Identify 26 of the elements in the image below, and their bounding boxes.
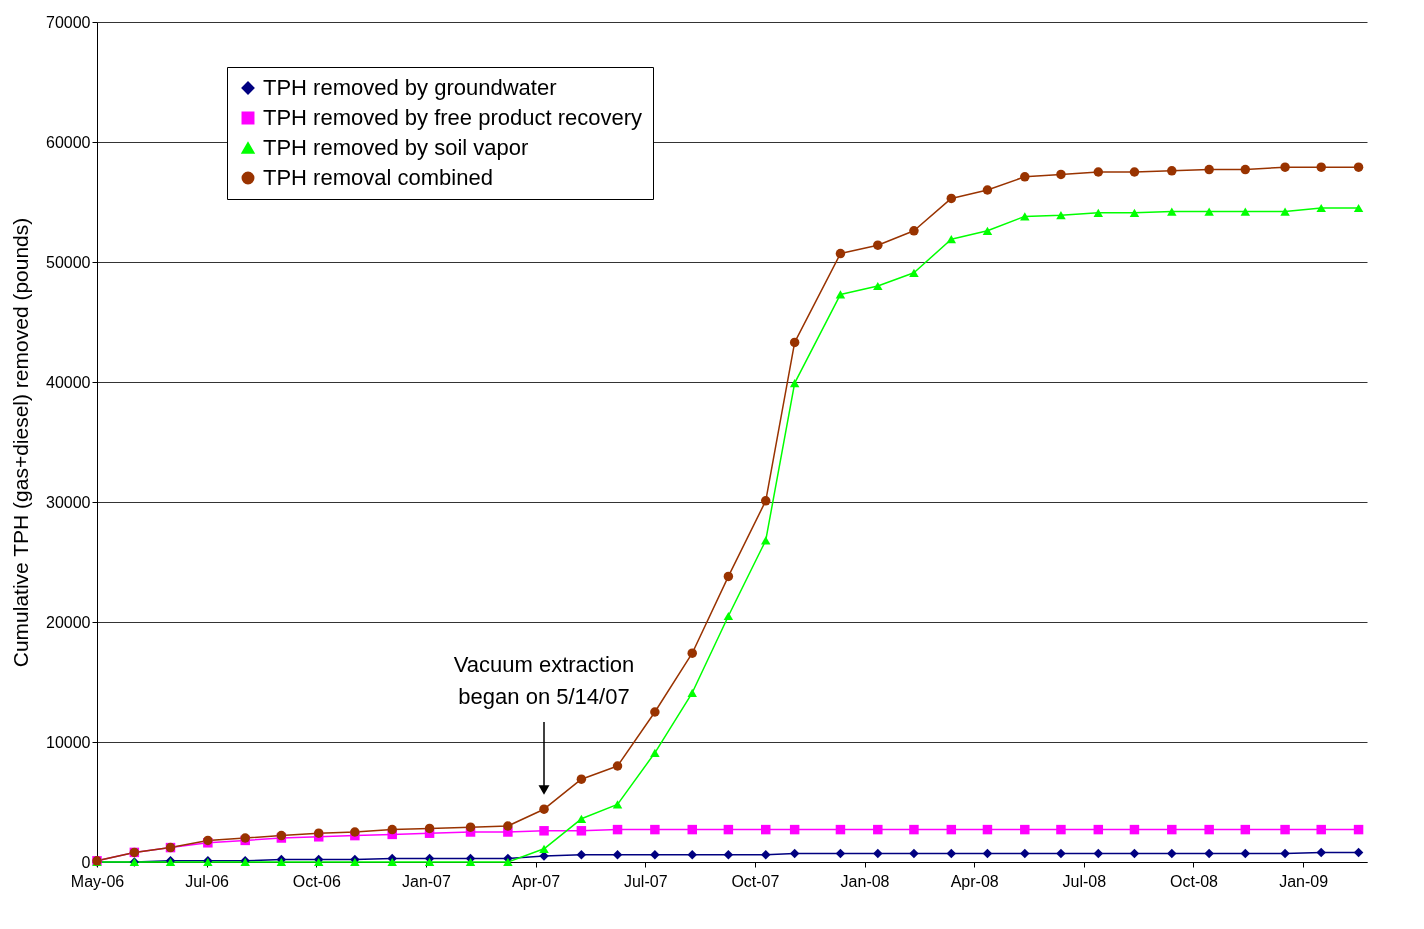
y-axis-title: Cumulative TPH (gas+diesel) removed (pounds) bbox=[9, 217, 33, 668]
x-tick-label: Jan-09 bbox=[1279, 872, 1329, 890]
x-tick-label: Apr-07 bbox=[512, 872, 561, 890]
y-tick-label: 20000 bbox=[46, 613, 91, 631]
legend-label: TPH removed by soil vapor bbox=[263, 135, 529, 160]
x-tick-label: Apr-08 bbox=[950, 872, 999, 890]
legend-label: TPH removed by free product recovery bbox=[263, 105, 643, 130]
x-tick-label: Oct-06 bbox=[292, 872, 341, 890]
x-tick-label: Oct-07 bbox=[731, 872, 780, 890]
x-tick-label: Jan-08 bbox=[840, 872, 890, 890]
y-tick-label: 0 bbox=[81, 853, 91, 871]
y-tick-label: 30000 bbox=[46, 493, 91, 511]
annotation: Vacuum extraction began on 5/14/07 bbox=[453, 652, 635, 709]
legend-label: TPH removed by groundwater bbox=[263, 75, 557, 100]
y-tick-label: 50000 bbox=[46, 253, 91, 271]
x-tick-label: Jul-07 bbox=[623, 872, 668, 890]
y-tick-label: 60000 bbox=[46, 133, 91, 151]
y-tick-label: 10000 bbox=[46, 733, 91, 751]
x-tick-label: Jan-07 bbox=[401, 872, 452, 890]
legend-label: TPH removal combined bbox=[263, 165, 493, 190]
x-tick-label: Jul-06 bbox=[185, 872, 230, 890]
y-tick-label: 70000 bbox=[46, 13, 91, 31]
x-tick-label: May-06 bbox=[70, 872, 125, 890]
y-tick-label: 40000 bbox=[46, 373, 91, 391]
x-tick-label: Oct-08 bbox=[1169, 872, 1219, 890]
x-tick-label: Jul-08 bbox=[1062, 872, 1107, 890]
